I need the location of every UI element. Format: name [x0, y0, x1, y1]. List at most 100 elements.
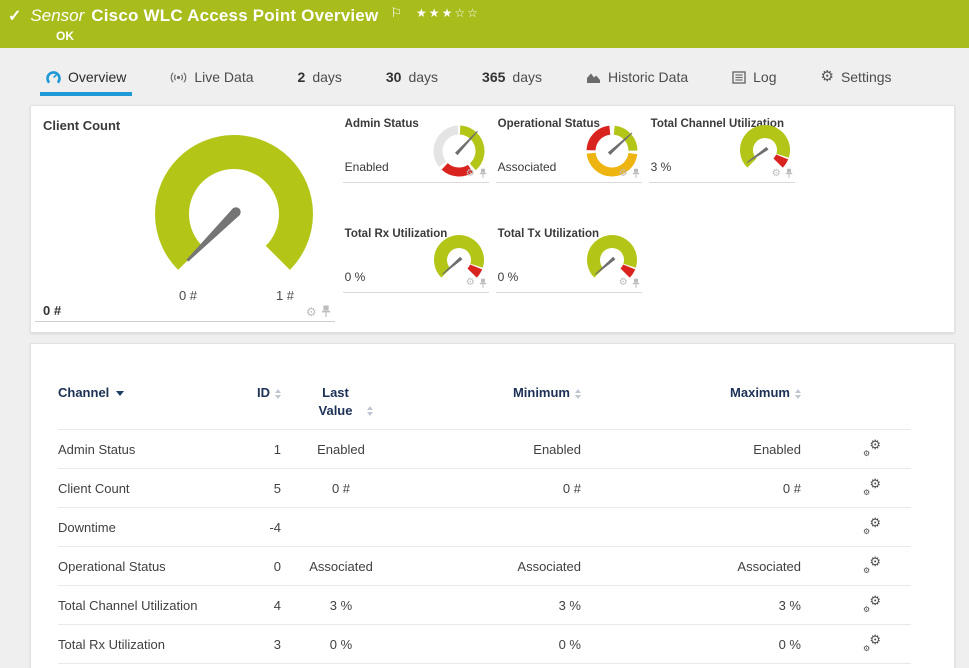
channel-minimum: 0 % — [401, 663, 581, 668]
gauge-title: Total Tx Utilization — [497, 227, 600, 240]
tab-30-days[interactable]: 30 days — [380, 65, 444, 96]
channel-name[interactable]: Total Tx Utilization — [58, 663, 248, 668]
priority-stars[interactable]: ★★★☆☆ — [416, 6, 480, 20]
operational-status-gauge — [586, 125, 638, 177]
channel-last-value: Enabled — [281, 429, 401, 469]
channel-minimum: 0 % — [401, 624, 581, 664]
page-title: Cisco WLC Access Point Overview — [91, 6, 379, 25]
operational-status-gauge-cell: Operational Status Associated ⚙ — [495, 113, 644, 183]
tab-label: days — [408, 69, 439, 85]
channel-id: 1 — [248, 429, 281, 469]
channel-name[interactable]: Downtime — [58, 507, 248, 547]
gauge-value: Enabled — [344, 160, 389, 174]
channel-name[interactable]: Client Count — [58, 468, 248, 508]
tab-label: Live Data — [194, 69, 254, 85]
table-row: Total Channel Utilization 4 3 % 3 % 3 % … — [58, 585, 911, 625]
channel-id: 2 — [248, 663, 281, 668]
channel-minimum: Associated — [401, 546, 581, 586]
tab-365-days[interactable]: 365 days — [476, 65, 548, 96]
channel-last-value: 3 % — [281, 585, 401, 625]
column-header-channel[interactable]: Channel — [58, 384, 248, 430]
gauge-settings-gear-icon[interactable]: ⚙ — [465, 277, 475, 288]
pin-icon[interactable] — [785, 168, 793, 179]
client-count-gauge — [155, 135, 313, 270]
channel-settings-gears-icon[interactable]: ⚙ ⚙ — [863, 632, 881, 654]
sort-icon — [366, 406, 373, 417]
gauge-title: Operational Status — [497, 118, 600, 130]
tab-log[interactable]: Log — [726, 65, 782, 96]
pin-icon[interactable] — [321, 305, 331, 318]
channel-maximum: 0 % — [581, 624, 801, 664]
table-row: Admin Status 1 Enabled Enabled Enabled ⚙… — [58, 429, 911, 469]
tab-settings[interactable]: ⚙ Settings — [814, 65, 897, 96]
pin-icon[interactable] — [479, 168, 487, 179]
gauge-settings-gear-icon[interactable]: ⚙ — [305, 304, 317, 319]
column-header-last-value[interactable]: Last Value — [281, 384, 401, 430]
channel-maximum: Associated — [581, 546, 801, 586]
chart-icon — [586, 71, 601, 84]
column-header-minimum[interactable]: Minimum — [401, 384, 581, 430]
channel-settings-gears-icon[interactable]: ⚙ ⚙ — [863, 476, 881, 498]
channel-id: 0 — [248, 546, 281, 586]
gauge-scale-max: 1 # — [275, 288, 295, 303]
gauge-settings-gear-icon[interactable]: ⚙ — [618, 277, 628, 288]
channel-name[interactable]: Total Rx Utilization — [58, 624, 248, 664]
gear-icon: ⚙ — [820, 68, 834, 85]
channels-table: Channel ID Last Value Minimum Maximum — [58, 384, 911, 668]
gauge-title: Admin Status — [344, 118, 419, 130]
channel-id: 5 — [248, 468, 281, 508]
channel-minimum — [401, 507, 581, 547]
tab-historic-data[interactable]: Historic Data — [580, 65, 694, 96]
channel-minimum: Enabled — [401, 429, 581, 469]
small-gauges-grid: Admin Status Enabled ⚙ — [342, 106, 954, 332]
channel-settings-gears-icon[interactable]: ⚙ ⚙ — [863, 593, 881, 615]
tab-label: days — [312, 69, 342, 85]
channel-settings-gears-icon[interactable]: ⚙ ⚙ — [863, 554, 881, 576]
gauge-value: 0 % — [497, 269, 519, 284]
status-check-icon: ✓ — [8, 8, 22, 25]
gauge-value: 0 % — [344, 269, 366, 284]
channel-settings-gears-icon[interactable]: ⚙ ⚙ — [863, 437, 881, 459]
channel-name[interactable]: Admin Status — [58, 429, 248, 469]
tab-overview[interactable]: Overview — [40, 65, 133, 96]
tab-label: Overview — [68, 69, 127, 85]
tab-number: 2 — [297, 69, 306, 85]
channel-minimum: 3 % — [401, 585, 581, 625]
channel-minimum: 0 # — [401, 468, 581, 508]
gauge-value: 3 % — [650, 160, 672, 174]
channel-id: -4 — [248, 507, 281, 547]
channel-name[interactable]: Total Channel Utilization — [58, 585, 248, 625]
gauge-settings-gear-icon[interactable]: ⚙ — [771, 167, 781, 179]
gauge-icon — [46, 70, 61, 85]
log-icon — [732, 70, 746, 84]
tab-live-data[interactable]: Live Data — [164, 65, 259, 96]
pin-icon[interactable] — [479, 278, 487, 289]
table-row: Total Rx Utilization 3 0 % 0 % 0 % ⚙ ⚙ — [58, 624, 911, 664]
flag-icon[interactable]: ⚐ — [390, 5, 403, 20]
gauges-panel: Client Count 0 # 1 # 0 # ⚙ — [30, 105, 955, 333]
channels-panel: Channel ID Last Value Minimum Maximum — [30, 343, 955, 668]
gauge-settings-gear-icon[interactable]: ⚙ — [465, 167, 475, 179]
tab-label: days — [512, 69, 542, 85]
column-header-maximum[interactable]: Maximum — [581, 384, 801, 430]
tab-2-days[interactable]: 2 days — [292, 65, 348, 96]
column-header-id[interactable]: ID — [248, 384, 281, 430]
pin-icon[interactable] — [632, 278, 640, 289]
total-tx-utilization-gauge-cell: Total Tx Utilization 0 % ⚙ — [495, 223, 644, 293]
gauge-value: 0 # — [43, 303, 62, 318]
gauge-settings-gear-icon[interactable]: ⚙ — [618, 167, 628, 179]
tab-bar: Overview Live Data 2 days 30 days 365 — [40, 65, 969, 96]
sort-icon — [795, 388, 801, 399]
sort-desc-icon — [116, 391, 125, 397]
object-kind-label: Sensor — [30, 6, 85, 25]
total-rx-utilization-gauge — [433, 234, 484, 278]
gauge-scale-min: 0 # — [178, 288, 198, 303]
channel-maximum — [581, 507, 801, 547]
channel-last-value: Associated — [281, 546, 401, 586]
tab-label: Settings — [840, 69, 892, 85]
gauge-value: Associated — [497, 160, 557, 174]
channel-settings-gears-icon[interactable]: ⚙ ⚙ — [863, 515, 881, 537]
column-header-actions — [801, 384, 911, 430]
channel-name[interactable]: Operational Status — [58, 546, 248, 586]
pin-icon[interactable] — [632, 168, 640, 179]
